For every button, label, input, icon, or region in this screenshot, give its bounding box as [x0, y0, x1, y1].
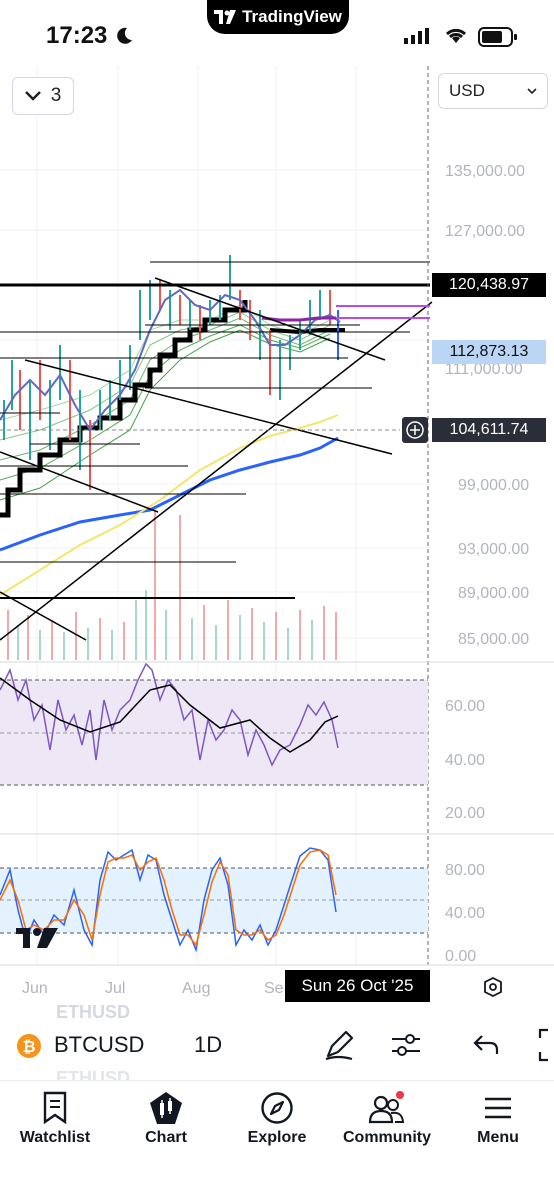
- bitcoin-icon: ₿: [17, 1034, 41, 1058]
- nav-chart[interactable]: Chart: [116, 1091, 216, 1147]
- fullscreen-icon[interactable]: [536, 1028, 554, 1062]
- nav-watchlist-label: Watchlist: [19, 1129, 91, 1146]
- price-tick: 111,000.00: [445, 361, 523, 378]
- supertrend-line: [0, 300, 248, 518]
- symbol-bar: ETHUSD ETHUSD ₿ BTCUSD 1D: [0, 1002, 554, 1088]
- cell-signal-icon: [404, 28, 429, 44]
- interval-label[interactable]: 1D: [194, 1032, 223, 1057]
- time-tick: Aug: [182, 980, 210, 997]
- currency-label: USD: [449, 81, 485, 100]
- compass-icon: [261, 1092, 293, 1124]
- ma-purple-short: [261, 316, 336, 322]
- crosshair-price-tag: 104,611.74: [432, 418, 546, 442]
- wifi-icon: [445, 28, 467, 43]
- clock: 17:23: [46, 22, 108, 49]
- tv-watermark-icon: [16, 928, 58, 948]
- pencil-draw-icon[interactable]: [322, 1028, 356, 1062]
- ma-yellow: [0, 414, 339, 596]
- stoch-d-line: [0, 849, 337, 947]
- crosshair-date-label: Sun 26 Oct '25: [285, 970, 430, 1002]
- nav-community-label: Community: [343, 1129, 431, 1146]
- bottom-nav: Watchlist Chart Explore Community Menu: [0, 1080, 554, 1200]
- time-tick: Se: [264, 980, 284, 997]
- time-tick: Jul: [105, 980, 125, 997]
- chevron-down-icon: [527, 87, 537, 94]
- current-price-tag: 112,873.13: [432, 340, 546, 364]
- undo-icon[interactable]: [472, 1032, 500, 1056]
- moon-icon: [117, 27, 132, 44]
- nav-community[interactable]: Community: [337, 1091, 437, 1147]
- price-tick: 99,000.00: [458, 477, 529, 494]
- trend-lines: [0, 277, 433, 641]
- chevron-down-icon: [24, 91, 41, 101]
- stoch-tick: 80.00: [445, 862, 485, 879]
- price-axis: 135,000.00 127,000.00 111,000.00 99,000.…: [445, 163, 529, 648]
- interval-count: 3: [50, 85, 62, 106]
- indicator-sliders-icon[interactable]: [390, 1030, 422, 1060]
- stoch-tick: 0.00: [445, 948, 476, 965]
- stoch-axis: 80.00 40.00 0.00: [445, 862, 485, 965]
- chart-grid: [0, 66, 430, 965]
- stoch-tick: 40.00: [445, 905, 485, 922]
- nav-explore-label: Explore: [247, 1129, 307, 1146]
- nav-explore[interactable]: Explore: [227, 1091, 327, 1147]
- price-tick: 135,000.00: [445, 163, 525, 180]
- settings-hex-icon[interactable]: [484, 976, 502, 998]
- nav-menu-label: Menu: [477, 1129, 519, 1146]
- rsi-tick: 60.00: [445, 698, 485, 715]
- symbol-name[interactable]: BTCUSD: [54, 1032, 145, 1057]
- volume-bars: [7, 510, 337, 660]
- ma-blue-fast: [0, 288, 341, 432]
- rsi-line: [0, 662, 339, 767]
- resistance-price-tag: 120,438.97: [432, 273, 546, 297]
- add-alert-plus-icon[interactable]: [402, 417, 428, 443]
- time-tick: Jun: [22, 980, 48, 997]
- rsi-tick: 40.00: [445, 752, 485, 769]
- price-chart[interactable]: 135,000.00 127,000.00 111,000.00 99,000.…: [0, 66, 554, 1004]
- nav-chart-label: Chart: [145, 1129, 187, 1146]
- price-tick: 89,000.00: [458, 585, 529, 602]
- tradingview-logo-icon: [214, 10, 237, 24]
- price-tick: 93,000.00: [458, 541, 529, 558]
- rsi-ma-line: [0, 677, 339, 753]
- svg-text:₿: ₿: [22, 1038, 35, 1056]
- nav-watchlist[interactable]: Watchlist: [5, 1091, 105, 1147]
- nav-menu[interactable]: Menu: [448, 1091, 548, 1147]
- battery-icon: [478, 27, 517, 47]
- hamburger-menu-icon: [485, 1097, 511, 1119]
- currency-select[interactable]: USD: [438, 73, 548, 109]
- app-pill-label: TradingView: [242, 7, 342, 26]
- community-icon: [368, 1091, 405, 1124]
- rsi-tick: 20.00: [445, 805, 485, 822]
- interval-dropdown-button[interactable]: 3: [12, 77, 74, 115]
- app-pill: TradingView: [207, 0, 349, 34]
- rsi-axis: 60.00 40.00 20.00: [445, 698, 485, 822]
- ghost-symbol-above: ETHUSD: [56, 1002, 131, 1022]
- price-tick: 85,000.00: [458, 631, 529, 648]
- chart-candles-icon: [150, 1092, 182, 1124]
- status-bar: 17:23 TradingView: [0, 0, 554, 66]
- price-tick: 127,000.00: [445, 223, 525, 240]
- time-axis: Jun Jul Aug Se: [22, 980, 284, 997]
- stoch-k-line: [0, 847, 337, 953]
- horizontal-levels: [0, 261, 430, 599]
- watchlist-icon: [43, 1091, 67, 1125]
